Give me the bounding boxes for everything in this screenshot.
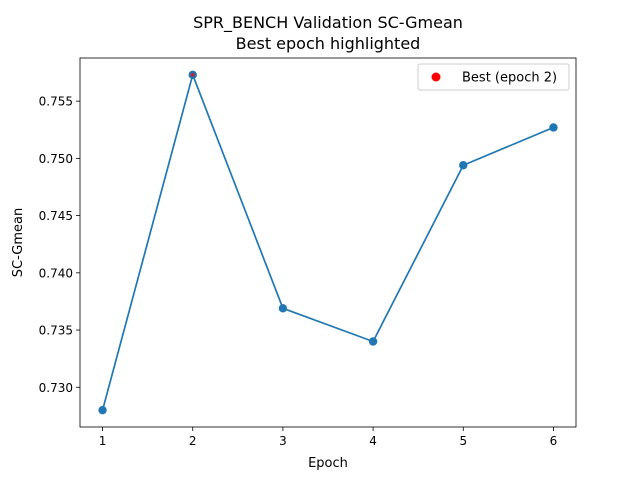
data-point <box>278 304 288 313</box>
best-point-marker <box>190 72 195 78</box>
chart-title: SPR_BENCH Validation SC-Gmean <box>193 13 463 33</box>
y-tick-label: 0.745 <box>39 209 73 223</box>
y-tick-label: 0.730 <box>39 381 73 395</box>
x-tick-label: 3 <box>279 434 287 448</box>
data-point <box>549 123 558 132</box>
chart-subtitle: Best epoch highlighted <box>236 34 421 53</box>
legend: Best (epoch 2) <box>417 63 570 91</box>
x-tick-label: 1 <box>99 434 107 448</box>
axes-ticks: 1 2 3 4 5 6 0.730 0.735 0.740 0.745 0.750 0.755 <box>39 95 558 448</box>
series-layer <box>98 70 558 415</box>
y-tick-label: 0.750 <box>39 152 73 166</box>
data-point <box>459 161 468 170</box>
x-axis-label: Epoch <box>308 456 348 471</box>
legend-marker-best <box>431 72 441 82</box>
data-point <box>368 337 378 346</box>
legend-frame <box>417 63 570 91</box>
y-tick-label: 0.740 <box>39 266 73 280</box>
plot-area <box>80 58 576 427</box>
x-tick-label: 5 <box>459 434 467 448</box>
data-point <box>98 405 107 415</box>
x-tick-label: 4 <box>369 434 377 448</box>
series-line <box>101 73 554 411</box>
x-tick-label: 2 <box>189 434 197 448</box>
y-axis-label: SC-Gmean <box>11 208 26 277</box>
plot-frame <box>79 57 577 428</box>
x-tick-label: 6 <box>550 434 558 448</box>
legend-label-best: Best (epoch 2) <box>462 71 557 86</box>
y-tick-label: 0.755 <box>39 95 73 109</box>
y-tick-label: 0.735 <box>39 324 73 338</box>
